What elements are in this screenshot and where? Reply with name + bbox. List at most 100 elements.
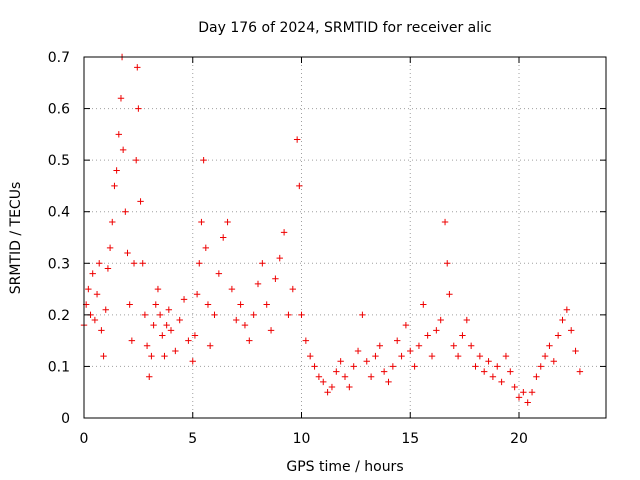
data-point bbox=[285, 311, 292, 319]
data-point bbox=[333, 368, 340, 375]
data-point bbox=[98, 327, 105, 334]
data-point bbox=[563, 306, 571, 313]
data-point bbox=[204, 301, 212, 308]
data-point bbox=[337, 358, 344, 365]
y-tick-label: 0.1 bbox=[48, 359, 70, 375]
data-point bbox=[159, 332, 166, 339]
data-point bbox=[411, 363, 418, 370]
data-point bbox=[524, 399, 531, 406]
y-tick-label: 0.2 bbox=[48, 308, 70, 324]
data-point bbox=[320, 378, 327, 386]
data-point bbox=[106, 244, 114, 252]
x-tick-label: 15 bbox=[401, 431, 419, 447]
data-point bbox=[476, 352, 484, 360]
x-tick-label: 10 bbox=[293, 431, 311, 447]
data-point bbox=[102, 306, 109, 313]
data-point bbox=[367, 373, 375, 380]
data-point bbox=[85, 285, 92, 293]
data-point bbox=[115, 131, 122, 138]
y-tick-label: 0 bbox=[61, 411, 70, 427]
data-point bbox=[520, 389, 527, 396]
data-point bbox=[156, 311, 164, 319]
y-tick-label: 0.7 bbox=[48, 50, 70, 66]
data-point bbox=[346, 383, 353, 391]
data-point bbox=[176, 316, 183, 324]
data-point bbox=[224, 218, 231, 226]
data-point bbox=[196, 260, 203, 267]
data-point bbox=[298, 311, 305, 319]
data-point bbox=[126, 301, 133, 308]
data-point bbox=[104, 265, 112, 272]
data-point bbox=[172, 347, 179, 355]
data-point bbox=[481, 368, 488, 375]
data-point bbox=[215, 270, 223, 277]
data-points bbox=[80, 53, 584, 406]
data-point bbox=[293, 136, 301, 143]
data-point bbox=[407, 347, 414, 355]
data-point bbox=[185, 337, 192, 344]
data-point bbox=[165, 306, 173, 313]
data-point bbox=[133, 156, 140, 164]
y-tick-label: 0.3 bbox=[48, 256, 70, 272]
data-point bbox=[376, 342, 383, 349]
data-point bbox=[89, 270, 96, 277]
data-point bbox=[211, 311, 218, 319]
data-point bbox=[189, 358, 196, 365]
data-point bbox=[420, 301, 427, 308]
x-axis-title: GPS time / hours bbox=[286, 459, 403, 475]
data-point bbox=[380, 368, 388, 375]
data-point bbox=[272, 275, 279, 282]
data-point bbox=[467, 342, 475, 349]
data-point bbox=[100, 352, 107, 360]
data-point bbox=[572, 347, 579, 355]
data-point bbox=[122, 208, 129, 215]
data-point bbox=[444, 260, 451, 267]
data-point bbox=[130, 260, 138, 267]
data-point bbox=[307, 352, 314, 360]
data-point bbox=[433, 327, 440, 334]
data-point bbox=[161, 352, 168, 360]
data-point bbox=[250, 311, 257, 319]
plot-frame bbox=[83, 56, 607, 419]
data-point bbox=[424, 332, 431, 339]
data-point bbox=[91, 316, 99, 324]
data-point bbox=[472, 363, 479, 370]
data-point bbox=[437, 316, 444, 324]
data-point bbox=[441, 218, 449, 226]
chart-title: Day 176 of 2024, SRMTID for receiver ali… bbox=[198, 20, 491, 36]
data-point bbox=[533, 373, 540, 380]
x-tick-label: 5 bbox=[188, 431, 197, 447]
data-point bbox=[502, 352, 510, 360]
data-point bbox=[152, 301, 159, 308]
data-point bbox=[246, 337, 253, 344]
data-point bbox=[237, 301, 244, 308]
data-point bbox=[302, 337, 310, 344]
data-point bbox=[324, 389, 331, 396]
data-point bbox=[428, 352, 436, 360]
data-point bbox=[220, 234, 227, 241]
data-point bbox=[511, 383, 518, 391]
data-point bbox=[372, 352, 379, 360]
data-point bbox=[198, 218, 205, 226]
data-point bbox=[398, 352, 405, 360]
data-point bbox=[515, 394, 523, 401]
data-point bbox=[528, 389, 536, 396]
data-point bbox=[402, 321, 410, 329]
data-point bbox=[267, 327, 275, 334]
data-point bbox=[113, 167, 120, 174]
data-point bbox=[354, 347, 362, 355]
data-point bbox=[141, 311, 149, 319]
data-point bbox=[146, 373, 153, 380]
data-point bbox=[311, 363, 318, 370]
data-point bbox=[576, 368, 584, 375]
data-point bbox=[163, 321, 170, 329]
data-point bbox=[485, 358, 492, 365]
y-tick-label: 0.4 bbox=[48, 205, 70, 221]
data-point bbox=[93, 291, 101, 298]
data-point bbox=[96, 260, 103, 267]
data-point bbox=[394, 337, 401, 344]
data-point bbox=[415, 342, 423, 349]
data-point bbox=[128, 337, 136, 344]
data-point bbox=[134, 64, 141, 71]
data-point bbox=[341, 373, 349, 380]
